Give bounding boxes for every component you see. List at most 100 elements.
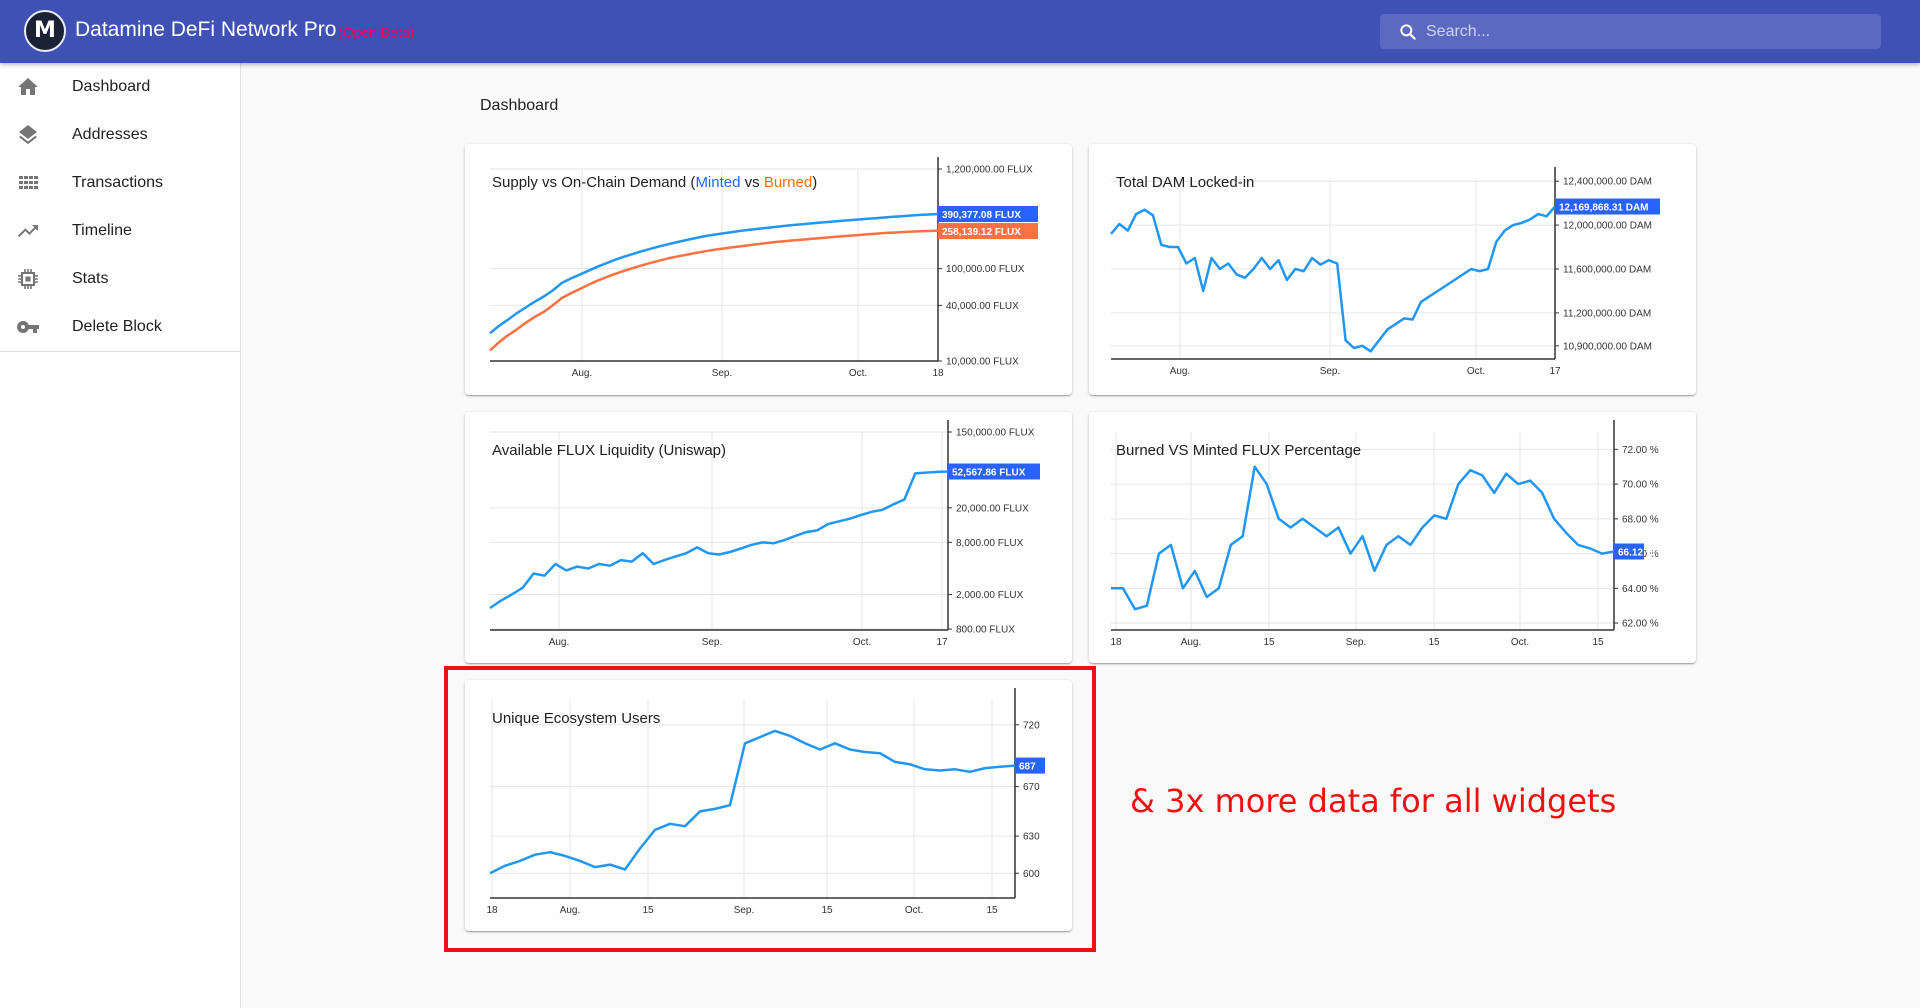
key-icon <box>17 321 39 333</box>
last-value-badge <box>1015 757 1045 774</box>
last-value-label: 52,567.86 FLUX <box>952 468 1026 479</box>
card-title: Supply vs On-Chain Demand (Minted vs Bur… <box>492 174 817 191</box>
app-logo[interactable]: M <box>24 10 66 52</box>
last-value-badge <box>1555 198 1660 215</box>
y-tick-label: 62.00 % <box>1622 619 1659 630</box>
y-tick-label: 40,000.00 FLUX <box>946 301 1019 312</box>
chart-svg: 150,000.00 FLUX 20,000.00 FLUX 8,000.00 FL… <box>489 420 1040 648</box>
card-title: Unique Ecosystem Users <box>492 710 661 727</box>
y-tick-label: 8,000.00 FLUX <box>956 538 1024 549</box>
y-tick-label: 2,000.00 FLUX <box>956 590 1024 601</box>
x-tick-label: Oct. <box>1467 366 1485 377</box>
last-value-label: 390,377.08 FLUX <box>942 210 1021 221</box>
x-tick-label: 17 <box>1549 366 1561 377</box>
sidebar-item-delete-block[interactable]: Delete Block <box>0 303 240 351</box>
chart-svg: 12,400,000.00 DAM 12,000,000.00 DAM 11,600… <box>1110 167 1660 377</box>
series-line <box>489 470 949 610</box>
x-tick-label: 15 <box>1592 637 1604 648</box>
sidebar-item-dashboard[interactable]: Dashboard <box>0 63 240 111</box>
beta-badge: (Open Beta) <box>338 24 415 40</box>
title-burned: Burned <box>763 174 813 191</box>
x-tick-label: Oct. <box>1511 637 1529 648</box>
sidebar-item-label: Transactions <box>72 174 163 191</box>
title-minted: Minted <box>695 174 741 191</box>
title-vs: vs <box>740 174 764 191</box>
series-line <box>1111 465 1615 611</box>
x-tick-label: 15 <box>821 905 833 916</box>
sidebar-item-addresses[interactable]: Addresses <box>0 111 240 159</box>
highlight-box <box>444 666 1096 952</box>
y-tick-label: 11,200,000.00 DAM <box>1563 308 1651 319</box>
chart-svg: 1,200,000.00 FLUX 100,000.00 FLUX 40,000.0… <box>489 157 1038 379</box>
x-tick-label: Aug. <box>560 905 581 916</box>
title-suffix: ) <box>812 174 818 191</box>
card-title: Available FLUX Liquidity (Uniswap) <box>492 442 726 459</box>
x-tick-label: Aug. <box>572 368 593 379</box>
last-value-badge <box>1614 543 1644 560</box>
y-tick-label: 10,000.00 FLUX <box>946 357 1019 368</box>
series-line <box>489 729 1016 875</box>
x-tick-label: 15 <box>986 905 998 916</box>
title-prefix: Supply vs On-Chain Demand ( <box>492 174 696 191</box>
y-tick-label: 630 <box>1023 832 1040 843</box>
last-value-badge <box>948 463 1040 480</box>
y-tick-label: 64.00 % <box>1622 584 1659 595</box>
y-tick-label: 1,200,000.00 FLUX <box>946 165 1033 176</box>
sidebar-nav: Dashboard Addresses Transactions Timelin… <box>0 63 240 351</box>
last-value-badge <box>938 223 1038 240</box>
chart-svg: 72.00 %70.00 %68.00 %66.00 %64.00 %62.00… <box>1110 420 1659 648</box>
trending-up-icon <box>18 225 38 237</box>
x-tick-label: 18 <box>1110 637 1122 648</box>
sidebar-divider <box>0 351 240 352</box>
last-value-label: 12,169,868.31 DAM <box>1559 203 1649 214</box>
series-line <box>489 229 939 352</box>
sidebar-item-label: Dashboard <box>72 78 151 95</box>
y-tick-label: 68.00 % <box>1622 514 1659 525</box>
last-value-label: 258,139.12 FLUX <box>942 227 1021 238</box>
sidebar-item-stats[interactable]: Stats <box>0 255 240 303</box>
y-tick-label: 150,000.00 FLUX <box>956 428 1035 439</box>
y-tick-label: 20,000.00 FLUX <box>956 503 1029 514</box>
x-tick-label: Aug. <box>549 637 570 648</box>
y-tick-label: 100,000.00 FLUX <box>946 264 1025 275</box>
sidebar-item-timeline[interactable]: Timeline <box>0 207 240 255</box>
last-value-label: 66.12 % <box>1618 548 1655 559</box>
series-line <box>489 212 939 335</box>
sidebar-item-transactions[interactable]: Transactions <box>0 159 240 207</box>
search-input[interactable] <box>1426 14 1866 49</box>
page-title: Dashboard <box>480 97 559 114</box>
ecosystem-users-card[interactable]: 720 670 630 600 18 Aug. 15 Sep. 15 Oct. 15 687 Uniq… <box>465 680 1072 931</box>
y-tick-label: 10,900,000.00 DAM <box>1563 341 1652 352</box>
search-box[interactable] <box>1380 14 1881 49</box>
home-icon <box>18 78 38 95</box>
supply-demand-card[interactable]: 1,200,000.00 FLUX 100,000.00 FLUX 40,000.0… <box>465 144 1072 395</box>
last-value-badge <box>938 206 1038 222</box>
chart-svg: 720 670 630 600 18 Aug. 15 Sep. 15 Oct. 15 687 <box>486 688 1045 916</box>
x-tick-label: Aug. <box>1170 366 1191 377</box>
y-tick-label: 72.00 % <box>1622 445 1659 456</box>
x-tick-label: 18 <box>932 368 944 379</box>
x-tick-label: Sep. <box>702 637 723 648</box>
dam-locked-card[interactable]: 12,400,000.00 DAM 12,000,000.00 DAM 11,600… <box>1089 144 1696 395</box>
burned-minted-card[interactable]: 72.00 %70.00 %68.00 %66.00 %64.00 %62.00… <box>1089 412 1696 663</box>
x-tick-label: Sep. <box>712 368 733 379</box>
x-tick-label: Sep. <box>1320 366 1341 377</box>
x-tick-label: 18 <box>486 905 498 916</box>
chip-icon <box>18 269 38 289</box>
sidebar-item-label: Delete Block <box>72 318 162 335</box>
sidebar-item-label: Timeline <box>72 222 132 239</box>
app-title: Datamine DeFi Network Pro <box>75 18 337 41</box>
y-tick-label: 800.00 FLUX <box>956 625 1015 636</box>
sidebar-item-label: Stats <box>72 270 109 287</box>
flux-liquidity-card[interactable]: 150,000.00 FLUX 20,000.00 FLUX 8,000.00 FL… <box>465 412 1072 663</box>
x-tick-label: 15 <box>1263 637 1275 648</box>
x-tick-label: Oct. <box>853 637 871 648</box>
y-tick-label: 600 <box>1023 869 1040 880</box>
app-bar: M Datamine DeFi Network Pro (Open Beta) <box>0 0 1920 63</box>
card-title: Total DAM Locked-in <box>1116 174 1255 191</box>
y-tick-label: 12,400,000.00 DAM <box>1563 177 1652 188</box>
annotation-note: & 3x more data for all widgets <box>1130 782 1617 820</box>
y-tick-label: 720 <box>1023 720 1040 731</box>
search-icon <box>1400 24 1416 40</box>
y-tick-label: 12,000,000.00 DAM <box>1563 221 1652 232</box>
